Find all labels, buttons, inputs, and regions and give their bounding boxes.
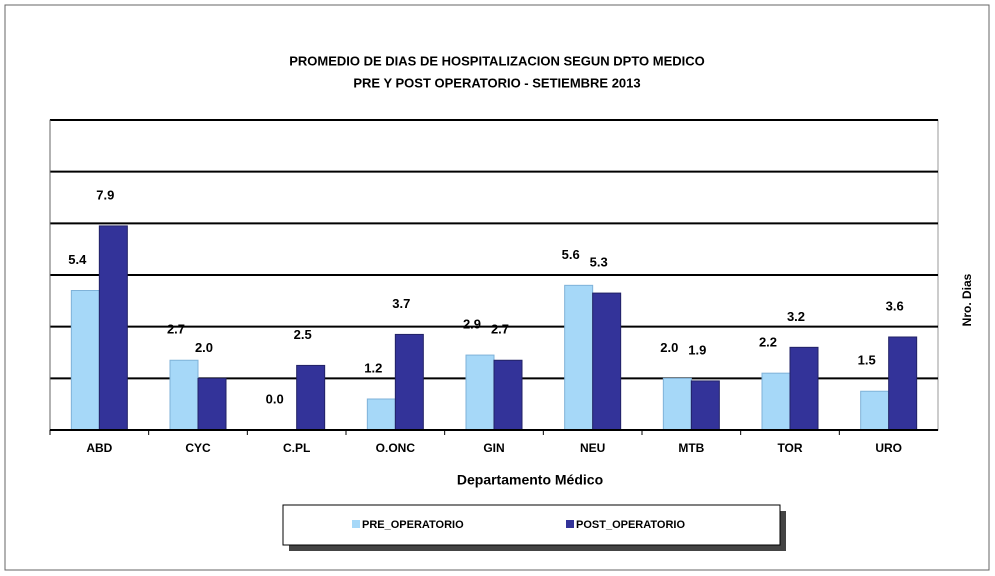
x-tick-label: URO [875,441,902,455]
data-label: 1.2 [364,360,382,375]
bar [690,380,720,431]
bar [493,359,523,431]
data-label: 1.9 [688,342,706,357]
bar [70,290,100,431]
data-label: 3.6 [886,298,904,313]
x-tick-label: O.ONC [376,441,416,455]
data-label: 2.7 [491,322,509,337]
x-tick-label: C.PL [283,441,310,455]
data-label: 5.3 [590,255,608,270]
legend-swatch [352,520,360,528]
legend-box [282,504,781,546]
data-label: 2.0 [195,340,213,355]
y-axis-title: Nro. Dias [960,273,974,326]
data-label: 5.4 [68,252,87,267]
bar [761,372,791,431]
legend-label: PRE_OPERATORIO [362,519,464,531]
x-tick-label: GIN [483,441,504,455]
data-label: 1.5 [858,353,876,368]
bar [789,346,819,431]
data-label: 7.9 [96,187,114,202]
x-tick-label: MTB [678,441,704,455]
legend-swatch [566,520,574,528]
data-label: 5.6 [562,247,580,262]
data-label: 2.7 [167,322,185,337]
data-label: 2.9 [463,317,481,332]
x-tick-label: TOR [777,441,802,455]
data-label: 2.0 [660,340,678,355]
data-label: 3.7 [392,296,410,311]
bar [564,284,594,431]
bar [366,398,396,431]
data-label: 0.0 [266,391,284,406]
bar [888,336,918,431]
bar [169,359,199,431]
chart-title: PROMEDIO DE DIAS DE HOSPITALIZACION SEGU… [289,53,705,68]
data-label: 3.2 [787,309,805,324]
bar [860,390,890,431]
bar [592,292,622,431]
x-tick-label: ABD [86,441,112,455]
legend-label: POST_OPERATORIO [576,519,685,531]
bar [394,333,424,431]
bar [197,377,227,431]
bar [465,354,495,431]
bar [296,364,326,431]
bar [98,225,128,431]
bar [662,377,692,431]
chart-subtitle: PRE Y POST OPERATORIO - SETIEMBRE 2013 [353,75,640,90]
x-tick-label: CYC [185,441,211,455]
x-axis-title: Departamento Médico [457,472,603,488]
data-label: 2.2 [759,335,777,350]
x-tick-label: NEU [580,441,605,455]
data-label: 2.5 [294,327,312,342]
